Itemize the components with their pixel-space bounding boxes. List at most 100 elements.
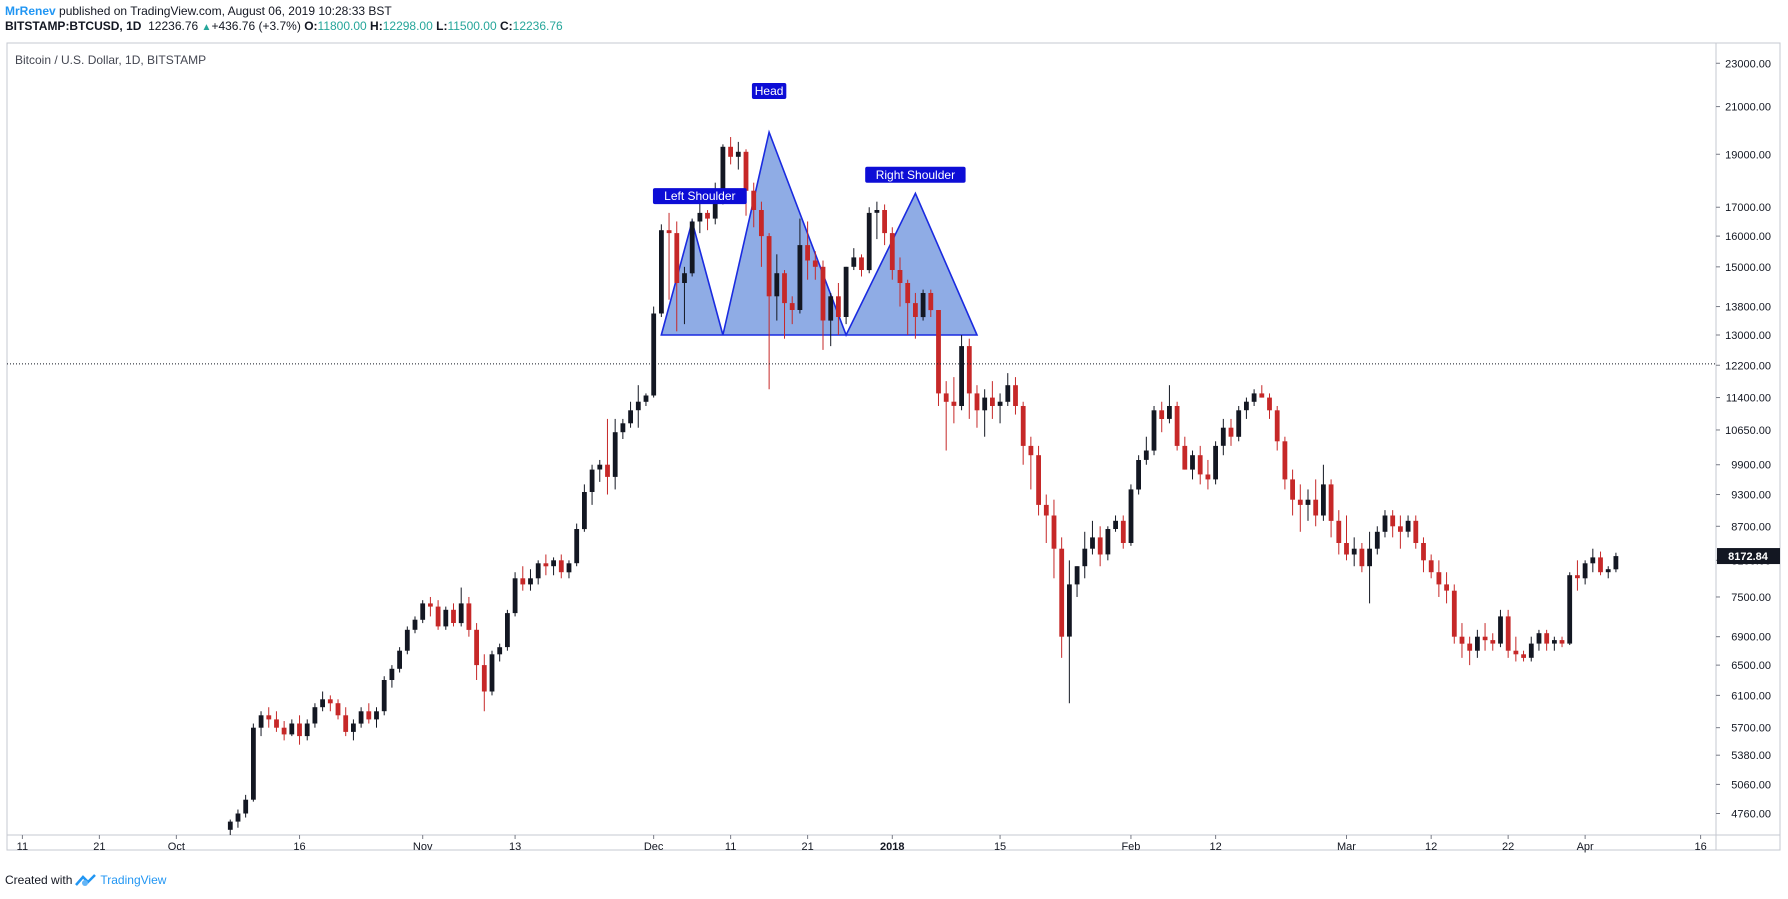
price-tick-label: 13800.00 — [1725, 302, 1771, 314]
candle-body — [1428, 560, 1434, 573]
candle-body — [774, 273, 780, 297]
pattern-label-box — [751, 82, 787, 99]
price-tick-label: 12200.00 — [1725, 360, 1771, 372]
chart-title: Bitcoin / U.S. Dollar, 1D, BITSTAMP — [15, 53, 206, 67]
candle-body — [628, 410, 633, 424]
candle-body — [543, 563, 549, 567]
candle-body — [251, 727, 256, 800]
ticker-legend: BITSTAMP:BTCUSD, 1D 12236.76 ▲+436.76 (+… — [5, 18, 563, 36]
candle-body — [566, 563, 572, 573]
candle-body — [959, 346, 964, 406]
candle-body — [797, 245, 803, 310]
candle-body — [920, 293, 926, 318]
candle-body — [997, 401, 1003, 406]
candle-body — [366, 711, 372, 720]
candle-body — [1382, 515, 1388, 532]
open-label: O: — [304, 19, 318, 33]
candle-body — [335, 703, 341, 716]
candle-body — [689, 221, 695, 274]
price-tick-label: 9300.00 — [1731, 490, 1771, 502]
candle-body — [836, 296, 841, 317]
candle-body — [936, 310, 941, 394]
candle-body — [597, 464, 603, 470]
candle-body — [281, 727, 287, 735]
candle-body — [1297, 499, 1303, 505]
candle-body — [358, 711, 364, 724]
low-label: L: — [436, 19, 448, 33]
candle-body — [612, 432, 618, 477]
candle-body — [943, 393, 949, 402]
candle-body — [951, 401, 957, 406]
time-tick-label: 22 — [1502, 841, 1514, 853]
candle-body — [1444, 584, 1449, 591]
created-with-text: Created with — [5, 873, 73, 887]
candle-body — [1282, 441, 1288, 480]
high-label: H: — [370, 19, 383, 33]
candle-body — [1528, 643, 1534, 658]
candle-body — [1582, 563, 1588, 579]
price-tick-label: 6100.00 — [1731, 690, 1771, 702]
candle-body — [435, 606, 441, 627]
candle-body — [1167, 406, 1172, 419]
candle-body — [1182, 445, 1188, 470]
candle-body — [1244, 401, 1249, 411]
candle-body — [1197, 455, 1203, 475]
candle-body — [1390, 515, 1396, 527]
price-tick-label: 21000.00 — [1725, 102, 1771, 114]
candle-body — [851, 257, 857, 267]
candle-body — [343, 715, 349, 732]
time-tick-label: 12 — [1425, 841, 1437, 853]
candle-body — [620, 423, 626, 433]
candle-body — [782, 273, 787, 304]
candle-body — [1205, 474, 1211, 480]
candle-body — [1059, 548, 1065, 637]
candle-body — [1367, 548, 1372, 567]
candle-body — [1398, 526, 1403, 532]
candle-body — [351, 723, 356, 732]
candle-body — [1575, 575, 1580, 579]
candle-body — [589, 469, 595, 492]
candle-body — [274, 719, 279, 728]
high-value: 12298.00 — [382, 19, 433, 33]
last-price-badge-text: 8172.84 — [1728, 551, 1769, 563]
candle-body — [389, 668, 395, 680]
candle-body — [1313, 499, 1319, 516]
candle-body — [481, 665, 487, 692]
candle-body — [966, 346, 972, 394]
candle-body — [659, 230, 664, 314]
candle-body — [928, 293, 934, 311]
candle-body — [874, 210, 880, 213]
candle-body — [428, 603, 433, 607]
author-link[interactable]: MrRenev — [5, 4, 56, 18]
candle-body — [1067, 584, 1072, 637]
candle-body — [805, 245, 810, 261]
candle-body — [1451, 590, 1457, 637]
candle-body — [1267, 397, 1272, 411]
price-tick-label: 11400.00 — [1726, 393, 1771, 405]
candle-body — [474, 629, 479, 666]
candle-body — [1228, 427, 1234, 437]
candle-body — [451, 609, 456, 623]
candle-body — [789, 303, 795, 310]
candle-body — [974, 393, 980, 411]
tradingview-link[interactable]: TradingView — [100, 873, 167, 887]
candle-body — [235, 813, 241, 822]
candle-body — [497, 647, 503, 655]
candle-body — [751, 190, 757, 210]
candle-body — [582, 492, 587, 530]
price-tick-label: 5060.00 — [1731, 779, 1771, 791]
symbol-label: BITSTAMP:BTCUSD, 1D — [5, 19, 142, 33]
price-tick-label: 23000.00 — [1725, 58, 1771, 70]
candle-body — [674, 233, 680, 283]
time-tick-label: Apr — [1577, 841, 1594, 853]
publish-text: published on TradingView.com, August 06,… — [59, 4, 392, 18]
tradingview-logo-icon — [75, 874, 97, 886]
candle-body — [1274, 410, 1280, 442]
candle-body — [1043, 504, 1049, 516]
time-tick-label: 15 — [994, 841, 1006, 853]
candle-body — [720, 146, 726, 202]
candle-body — [551, 560, 556, 567]
candle-body — [327, 699, 333, 704]
candle-body — [258, 715, 264, 728]
